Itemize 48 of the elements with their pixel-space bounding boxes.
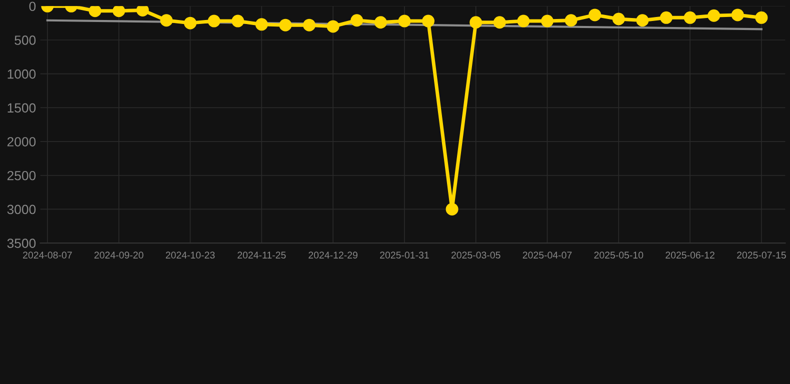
point [326,20,340,33]
point [493,16,506,29]
point [731,8,744,22]
point [588,8,602,22]
point [564,14,578,27]
y-tick-label: 0 [29,2,36,12]
point [279,18,292,32]
x-tick-label: 2025-07-15 [737,252,786,259]
y-tick-label: 500 [14,36,36,45]
point [470,16,482,29]
x-tick-label: 2025-05-10 [594,252,644,259]
x-tick-label: 2025-01-31 [380,252,429,259]
point [660,11,673,24]
point [517,14,530,28]
point [755,11,768,24]
point [350,14,364,27]
point [208,14,220,28]
point [398,14,411,28]
x-tick-label: 2024-09-20 [94,252,144,259]
point [136,6,149,16]
point [446,202,458,216]
point [374,16,387,29]
x-tick-label: 2024-10-23 [166,252,215,259]
y-tick-label: 3500 [7,238,36,248]
y-tick-label: 1500 [8,103,36,113]
x-tick-label: 2024-12-29 [308,252,358,259]
point [255,18,268,31]
point [302,18,316,32]
x-tick-label: 2025-06-12 [666,252,714,259]
y-tick-label: 3000 [7,204,36,214]
x-tick-label: 2024-08-07 [23,252,72,259]
point [612,12,625,26]
point [684,11,696,24]
point [422,14,434,28]
point [541,14,554,28]
point [708,9,720,22]
point [184,16,196,30]
point [636,14,649,27]
point [232,14,244,28]
point [88,6,102,18]
x-tick-label: 2025-04-07 [522,252,572,259]
x-tick-label: 2024-11-25 [238,252,286,259]
point [160,14,173,27]
point [112,6,126,18]
y-tick-label: 1000 [8,69,36,79]
y-tick-label: 2500 [7,170,36,180]
y-tick-label: 2000 [7,137,36,146]
x-tick-label: 2025-03-05 [451,252,500,259]
